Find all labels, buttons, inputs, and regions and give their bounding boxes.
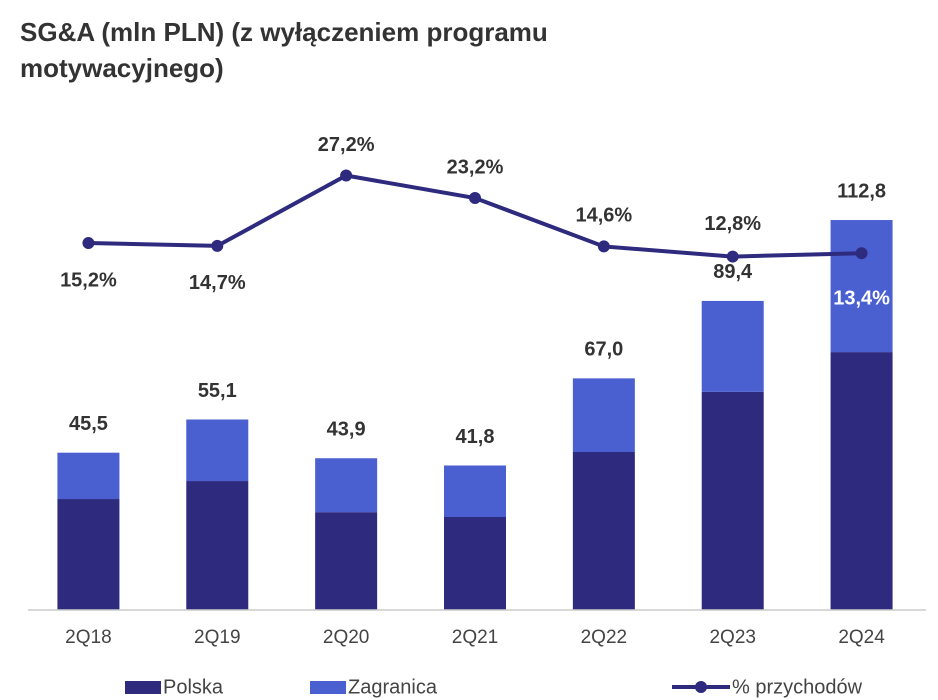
x-tick-label: 2Q24 bbox=[838, 627, 885, 648]
line-label: 14,6% bbox=[575, 205, 632, 227]
legend-swatch bbox=[125, 681, 161, 694]
line-label: 23,2% bbox=[447, 156, 504, 178]
bar-segment bbox=[186, 419, 249, 482]
bar-segment bbox=[572, 378, 635, 453]
total-label: 41,8 bbox=[456, 426, 495, 448]
line-point bbox=[340, 169, 353, 182]
bar-segment bbox=[57, 499, 120, 610]
line-label: 13,4% bbox=[833, 287, 890, 309]
x-tick-label: 2Q19 bbox=[194, 627, 240, 648]
total-label: 55,1 bbox=[198, 380, 237, 402]
total-label: 45,5 bbox=[69, 413, 108, 435]
line-label: 14,7% bbox=[189, 272, 246, 294]
line-point bbox=[82, 237, 95, 250]
total-label: 43,9 bbox=[327, 419, 366, 441]
bar-segment bbox=[315, 458, 378, 513]
line-label: 15,2% bbox=[60, 269, 117, 291]
bar-segment bbox=[701, 391, 764, 610]
bar-segment bbox=[57, 452, 120, 500]
bar-segment bbox=[186, 481, 249, 610]
bar-segment bbox=[444, 465, 506, 518]
total-label: 67,0 bbox=[584, 339, 623, 361]
x-tick-label: 2Q23 bbox=[709, 627, 755, 648]
line-label: 12,8% bbox=[704, 213, 761, 235]
line-point bbox=[597, 240, 610, 253]
line-point bbox=[211, 239, 224, 252]
legend-label: Zagranica bbox=[348, 676, 438, 698]
x-tick-label: 2Q20 bbox=[323, 627, 369, 648]
x-tick-label: 2Q21 bbox=[452, 627, 498, 648]
bar-segment bbox=[572, 452, 635, 610]
chart-title: SG&A (mln PLN) (z wyłączeniem programu m… bbox=[20, 17, 548, 83]
legend-label: % przychodów bbox=[732, 676, 863, 698]
legend-swatch bbox=[310, 681, 346, 694]
line-label: 27,2% bbox=[318, 134, 375, 156]
line-point bbox=[469, 192, 481, 205]
line-point bbox=[726, 250, 739, 263]
bar-segment bbox=[830, 352, 893, 610]
legend-dot bbox=[695, 681, 707, 693]
x-tick-label: 2Q22 bbox=[581, 627, 627, 648]
bar-segment bbox=[701, 300, 764, 392]
total-label: 89,4 bbox=[713, 261, 753, 283]
bar-segment bbox=[444, 517, 506, 610]
x-tick-label: 2Q18 bbox=[65, 627, 111, 648]
line-point bbox=[855, 247, 868, 260]
bar-segment bbox=[830, 220, 893, 353]
total-label: 112,8 bbox=[837, 180, 886, 202]
legend-label: Polska bbox=[163, 676, 224, 698]
bar-segment bbox=[315, 512, 378, 610]
